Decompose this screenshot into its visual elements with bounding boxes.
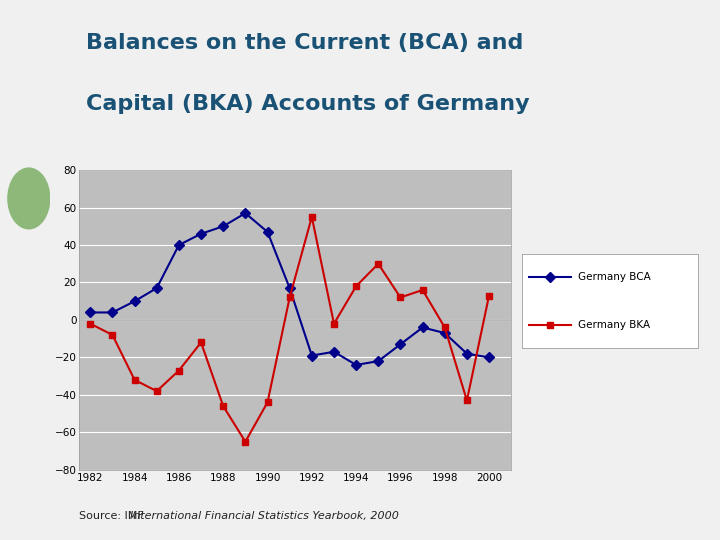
Germany BCA — [153, 285, 161, 292]
Text: Balances on the Current (BCA) and: Balances on the Current (BCA) and — [86, 33, 523, 53]
Germany BKA — [130, 377, 139, 383]
Germany BKA — [285, 294, 294, 301]
Germany BKA — [86, 320, 94, 327]
Germany BCA — [396, 341, 405, 348]
Germany BKA — [153, 388, 161, 394]
Ellipse shape — [7, 167, 50, 230]
Line: Germany BCA: Germany BCA — [87, 210, 492, 368]
Germany BCA — [330, 348, 338, 355]
Germany BKA — [197, 339, 205, 346]
Germany BCA — [130, 298, 139, 305]
Germany BCA — [197, 231, 205, 237]
Germany BKA — [307, 214, 316, 220]
Germany BKA — [485, 292, 493, 299]
Germany BKA — [330, 320, 338, 327]
Germany BKA — [264, 399, 272, 406]
Germany BKA — [441, 324, 449, 330]
Text: Germany BCA: Germany BCA — [578, 272, 651, 282]
Germany BKA — [396, 294, 405, 301]
Germany BCA — [86, 309, 94, 316]
Line: Germany BKA: Germany BKA — [87, 213, 492, 445]
Germany BKA — [174, 367, 183, 374]
Germany BCA — [264, 228, 272, 235]
Text: Germany BKA: Germany BKA — [578, 320, 651, 330]
Germany BKA — [418, 287, 427, 293]
Germany BKA — [462, 397, 471, 404]
Germany BCA — [219, 223, 228, 230]
Germany BCA — [441, 330, 449, 336]
Germany BCA — [352, 362, 361, 368]
Germany BCA — [418, 324, 427, 330]
Germany BCA — [485, 354, 493, 361]
Text: International Financial Statistics Yearbook, 2000: International Financial Statistics Yearb… — [130, 511, 399, 521]
Text: Capital (BKA) Accounts of Germany: Capital (BKA) Accounts of Germany — [86, 94, 530, 114]
Germany BCA — [285, 285, 294, 292]
Germany BCA — [108, 309, 117, 316]
Germany BCA — [174, 242, 183, 248]
Germany BCA — [374, 358, 382, 365]
Germany BKA — [219, 403, 228, 409]
Germany BCA — [241, 210, 250, 217]
Germany BKA — [108, 332, 117, 338]
Germany BCA — [307, 352, 316, 359]
Text: Source: IMF: Source: IMF — [79, 511, 148, 521]
Germany BKA — [352, 283, 361, 289]
Germany BKA — [241, 438, 250, 445]
Germany BCA — [462, 350, 471, 357]
Germany BKA — [374, 260, 382, 267]
